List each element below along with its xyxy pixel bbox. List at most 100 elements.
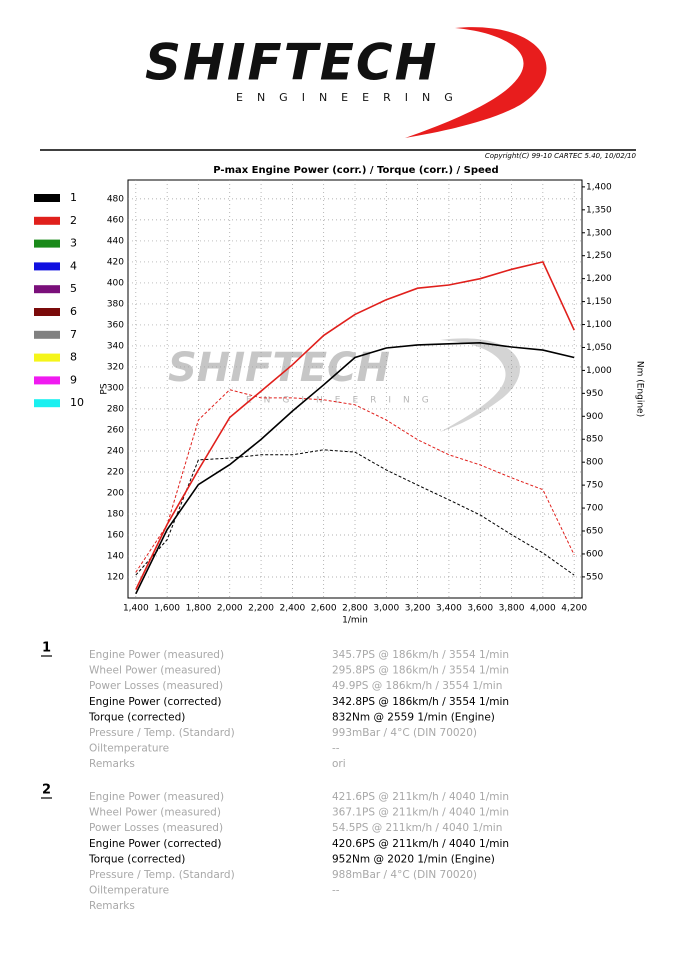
x-tick-label: 4,200 [561,604,587,614]
x-tick-label: 1,400 [123,604,149,614]
x-tick-label: 3,000 [373,604,399,614]
x-tick-label: 2,600 [311,604,337,614]
legend-label: 9 [70,373,77,386]
y2-tick-label: 800 [586,458,603,468]
y2-tick-label: 1,400 [586,182,612,192]
x-tick-label: 3,400 [436,604,462,614]
legend-label: 8 [70,351,77,364]
legend-label: 6 [70,305,77,318]
x-tick-label: 3,800 [499,604,525,614]
y-tick-label: 460 [107,215,124,225]
y2-tick-label: 750 [586,481,603,491]
result-value: -- [332,885,340,897]
watermark-swoosh [440,338,520,432]
result-value: ori [332,758,346,770]
x-tick-label: 2,400 [279,604,305,614]
result-label: Oiltemperature [89,743,169,755]
x-tick-label: 3,600 [467,604,493,614]
legend-swatch [34,262,60,271]
result-label: Torque (corrected) [88,853,185,865]
y-tick-label: 480 [107,194,124,204]
y-tick-label: 320 [107,362,124,372]
result-value: 421.6PS @ 211km/h / 4040 1/min [332,791,509,803]
result-value: 367.1PS @ 211km/h / 4040 1/min [332,807,509,819]
y2-tick-label: 600 [586,549,603,559]
legend-label: 5 [70,282,77,295]
legend-label: 10 [70,396,84,409]
y2-tick-label: 900 [586,412,603,422]
result-value: 49.9PS @ 186km/h / 3554 1/min [332,680,502,692]
y2-tick-label: 1,050 [586,343,612,353]
y-tick-label: 420 [107,257,124,267]
result-label: Power Losses (measured) [89,822,223,834]
watermark: SHIFTECH [168,345,390,391]
x-tick-label: 2,000 [217,604,243,614]
y2-tick-label: 1,250 [586,251,612,261]
x-tick-label: 3,200 [405,604,431,614]
x-tick-label: 4,000 [530,604,556,614]
y-tick-label: 340 [107,341,124,351]
result-value: 345.7PS @ 186km/h / 3554 1/min [332,649,509,661]
y-tick-label: 440 [107,236,124,246]
result-value: 342.8PS @ 186km/h / 3554 1/min [332,696,509,708]
result-label: Wheel Power (measured) [89,665,221,677]
result-label: Pressure / Temp. (Standard) [89,727,235,739]
logo-brand: SHIFTECH [145,34,438,92]
y2-tick-label: 700 [586,504,603,514]
x-axis-label: 1/min [342,616,368,626]
y-tick-label: 200 [107,488,124,498]
result-label: Engine Power (measured) [89,649,224,661]
run-number: 1 [42,641,51,656]
legend-swatch [34,308,60,316]
legend-label: 2 [70,214,77,227]
y2-tick-label: 1,350 [586,205,612,215]
y-tick-label: 160 [107,530,124,540]
watermark-tagline: ENGINEERING [246,396,441,406]
result-label: Power Losses (measured) [89,680,223,692]
result-label: Pressure / Temp. (Standard) [89,869,235,881]
copyright: Copyright(C) 99-10 CARTEC 5.40, 10/02/10 [485,152,637,160]
legend-swatch [34,216,60,225]
data-line [135,341,575,595]
legend-swatch [34,285,60,294]
y-tick-label: 400 [107,278,124,288]
y2-tick-label: 850 [586,435,603,445]
legend-swatch [34,330,60,339]
result-label: Engine Power (corrected) [89,838,222,850]
result-value: -- [332,743,340,755]
result-label: Wheel Power (measured) [89,807,221,819]
y-tick-label: 260 [107,425,124,435]
logo-tagline: ENGINEERING [236,91,467,104]
x-tick-label: 1,600 [154,604,180,614]
legend-swatch [34,353,60,362]
x-tick-label: 1,800 [186,604,212,614]
data-line [135,389,575,573]
y-axis-label: PS [100,383,110,394]
y-tick-label: 360 [107,320,124,330]
y2-tick-label: 1,200 [586,274,612,284]
y2-axis-label: Nm (Engine) [635,361,645,417]
legend-label: 1 [70,191,77,204]
result-value: 295.8PS @ 186km/h / 3554 1/min [332,665,509,677]
y2-tick-label: 1,000 [586,366,612,376]
y-tick-label: 120 [107,572,124,582]
y-tick-label: 220 [107,467,124,477]
legend-swatch [34,239,60,248]
data-line [135,449,575,576]
result-value: 832Nm @ 2559 1/min (Engine) [332,711,495,723]
run-number: 2 [42,783,51,798]
result-value: 952Nm @ 2020 1/min (Engine) [332,853,495,865]
y2-tick-label: 550 [586,572,603,582]
legend-label: 7 [70,328,77,341]
y-tick-label: 240 [107,446,124,456]
y-tick-label: 140 [107,551,124,561]
result-value: 420.6PS @ 211km/h / 4040 1/min [332,838,509,850]
y2-tick-label: 650 [586,527,603,537]
x-tick-label: 2,200 [248,604,274,614]
result-value: 993mBar / 4°C (DIN 70020) [332,727,477,739]
result-label: Remarks [89,900,135,912]
legend-swatch [34,399,60,408]
y2-tick-label: 1,300 [586,228,612,238]
